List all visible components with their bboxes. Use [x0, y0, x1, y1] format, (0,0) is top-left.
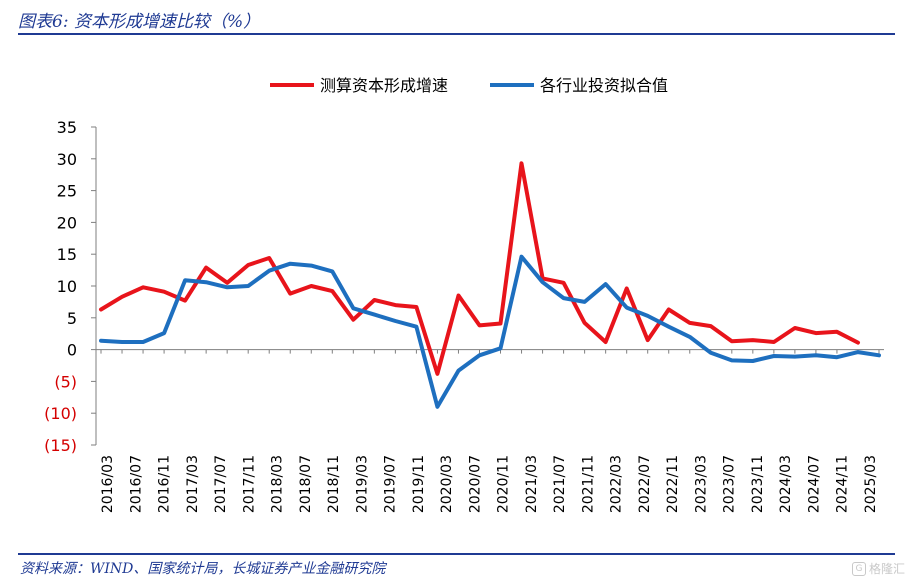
y-tick-label: 10	[57, 277, 77, 296]
x-tick-label: 2020/07	[467, 455, 483, 513]
watermark-text: 格隆汇	[868, 562, 905, 576]
x-tick-label: 2016/03	[100, 455, 116, 513]
x-tick-label: 2017/03	[185, 455, 201, 513]
x-tick-label: 2018/07	[298, 455, 314, 513]
y-tick-label: 15	[57, 245, 77, 264]
x-tick-label: 2021/07	[552, 455, 568, 513]
y-tick-label: (5)	[54, 372, 77, 391]
source-note: 资料来源：WIND、国家统计局，长城证券产业金融研究院	[20, 561, 386, 577]
x-tick-label: 2021/03	[524, 455, 540, 513]
x-tick-label: 2024/07	[806, 455, 822, 513]
x-tick-label: 2019/07	[383, 455, 399, 513]
y-tick-label: 30	[57, 150, 77, 169]
legend-label: 各行业投资拟合值	[540, 76, 668, 95]
y-tick-label: 25	[57, 182, 77, 201]
y-tick-label: (10)	[44, 404, 77, 423]
x-tick-label: 2022/07	[637, 455, 653, 513]
x-tick-label: 2023/11	[750, 455, 766, 513]
x-tick-label: 2016/07	[128, 455, 144, 513]
x-tick-label: 2019/03	[354, 455, 370, 513]
series-line-red	[99, 161, 860, 376]
x-tick-label: 2020/11	[496, 455, 512, 513]
x-tick-label: 2018/03	[270, 455, 286, 513]
series-line-blue	[99, 254, 881, 409]
y-tick-label: 20	[57, 213, 77, 232]
x-tick-label: 2024/11	[835, 455, 851, 513]
watermark-logo-icon: G	[851, 561, 866, 576]
x-tick-label: 2016/11	[157, 455, 173, 513]
x-tick-label: 2025/03	[863, 455, 879, 513]
x-tick-label: 2022/03	[609, 455, 625, 513]
figure-title: 图表6: 资本形成增速比较（%）	[18, 12, 261, 32]
top-divider	[18, 33, 895, 35]
x-tick-label: 2019/11	[411, 455, 427, 513]
x-tick-label: 2017/07	[213, 455, 229, 513]
y-tick-label: (15)	[44, 436, 77, 455]
x-tick-label: 2020/03	[439, 455, 455, 513]
bottom-divider	[18, 553, 895, 555]
x-tick-label: 2023/03	[693, 455, 709, 513]
x-tick-label: 2022/11	[665, 455, 681, 513]
x-tick-label: 2024/03	[778, 455, 794, 513]
y-tick-label: 5	[67, 309, 77, 328]
x-tick-label: 2017/11	[241, 455, 257, 513]
x-tick-label: 2021/11	[580, 455, 596, 513]
x-tick-label: 2018/11	[326, 455, 342, 513]
y-tick-label: 35	[57, 118, 77, 137]
legend-label: 测算资本形成增速	[320, 76, 448, 95]
watermark: G 格隆汇	[851, 560, 905, 577]
y-tick-label: 0	[67, 341, 77, 360]
x-tick-label: 2023/07	[722, 455, 738, 513]
